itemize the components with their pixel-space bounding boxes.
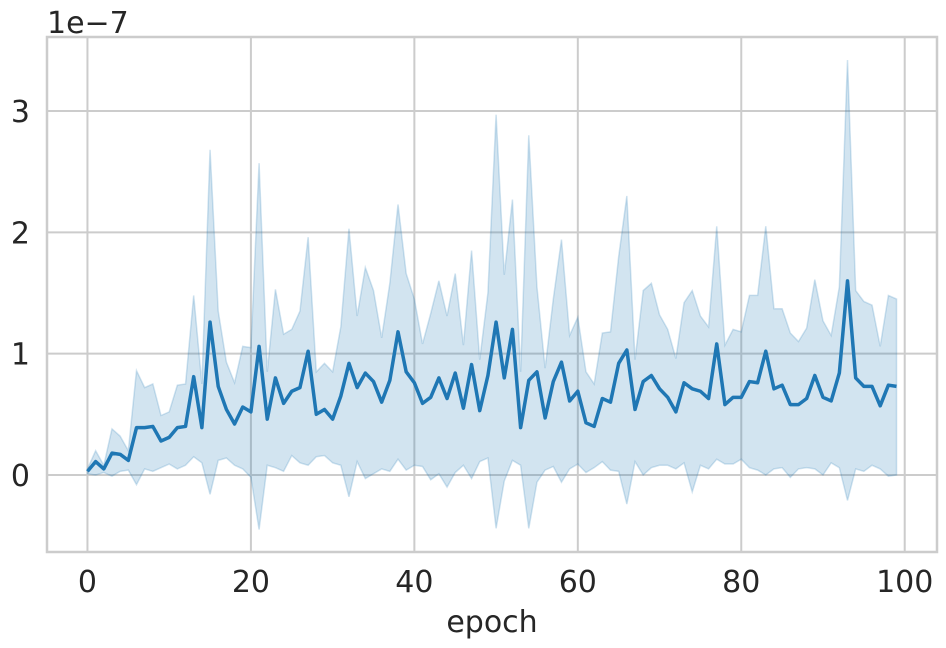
x-tick-label: 100: [876, 565, 933, 600]
y-tick-label: 1: [11, 338, 30, 373]
y-tick-label: 3: [11, 95, 30, 130]
x-tick-label: 40: [395, 565, 433, 600]
x-tick-label: 20: [232, 565, 270, 600]
confidence-band: [86, 60, 898, 530]
y-tick-label: 2: [11, 216, 30, 251]
x-tick-label: 80: [722, 565, 760, 600]
x-tick-label: 60: [559, 565, 597, 600]
plot-frame: [45, 35, 939, 554]
y-tick-label: 0: [11, 459, 30, 494]
offset-label: 1e−7: [47, 6, 129, 41]
line: [86, 279, 897, 473]
x-axis-label: epoch: [446, 605, 537, 640]
x-tick-label: 0: [78, 565, 97, 600]
